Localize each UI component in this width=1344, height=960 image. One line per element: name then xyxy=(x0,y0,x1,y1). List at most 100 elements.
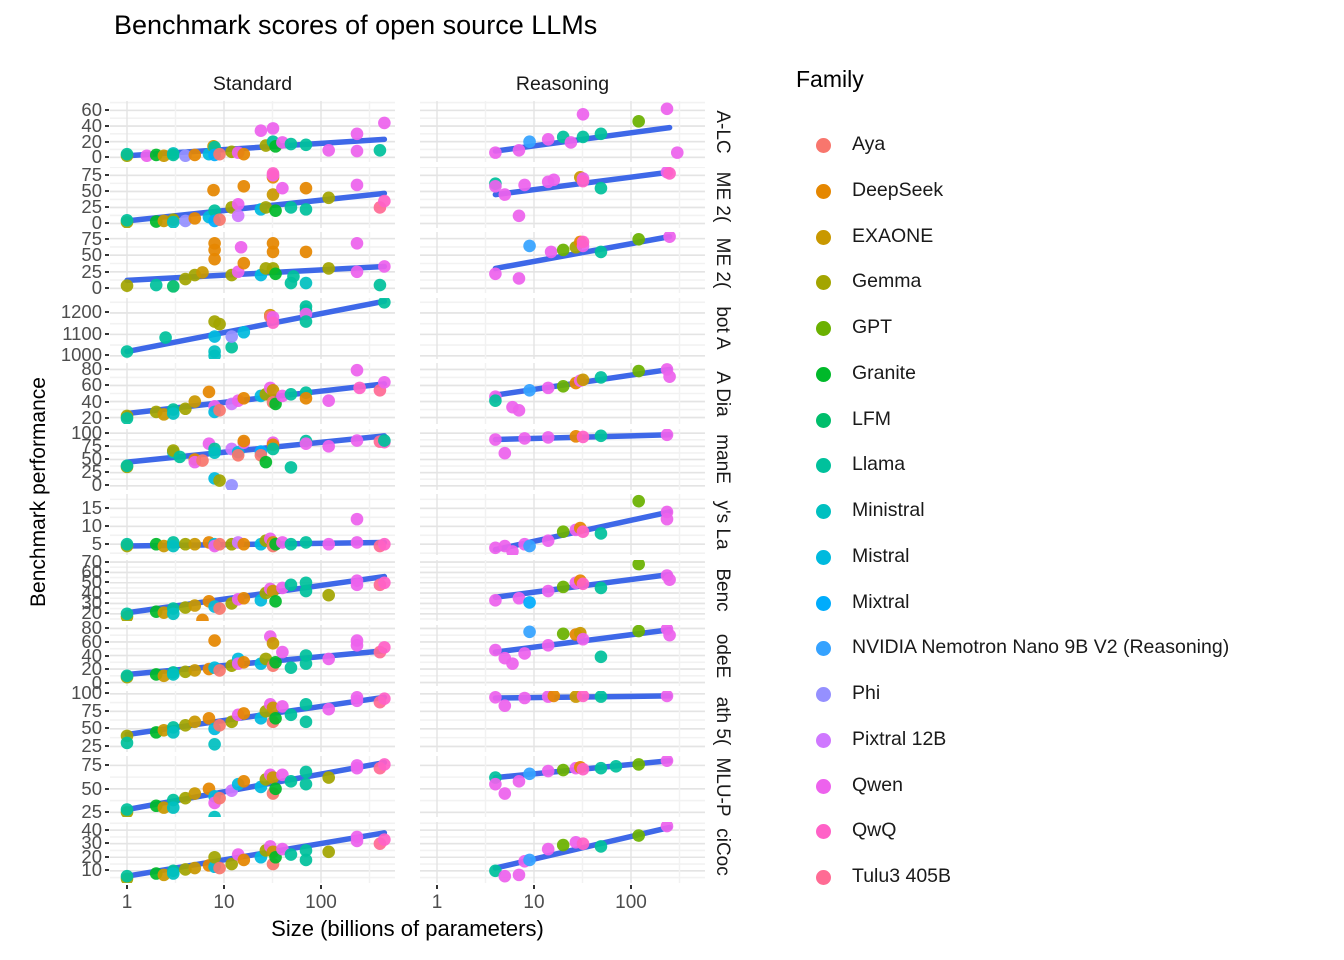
data-point xyxy=(594,690,608,703)
y-tick-label: 1100 xyxy=(62,322,102,344)
data-point xyxy=(541,430,555,444)
legend-swatch xyxy=(816,504,831,519)
data-point xyxy=(266,245,280,259)
y-tick-mark xyxy=(105,354,109,357)
x-tick-label: 1 xyxy=(121,891,133,913)
data-point xyxy=(173,450,187,463)
data-point xyxy=(576,373,590,387)
data-point xyxy=(188,787,202,800)
data-point xyxy=(378,691,391,705)
data-point xyxy=(594,761,608,775)
trend-line xyxy=(124,297,388,354)
data-point xyxy=(576,690,590,702)
data-point xyxy=(157,801,171,814)
data-point xyxy=(120,213,134,227)
legend-swatch xyxy=(816,366,831,382)
y-tick-label: 40 xyxy=(81,115,102,137)
data-point xyxy=(299,765,313,779)
facet-panel-standard-4 xyxy=(110,363,395,424)
data-point xyxy=(237,706,251,720)
data-point xyxy=(489,432,502,446)
data-point xyxy=(498,787,512,800)
data-point xyxy=(350,536,364,549)
y-tick-label: 30 xyxy=(81,591,102,613)
y-tick-mark xyxy=(105,601,109,604)
data-point xyxy=(660,102,674,116)
data-point xyxy=(254,124,268,138)
data-point xyxy=(120,147,134,161)
data-point xyxy=(632,232,645,246)
data-point xyxy=(660,756,674,767)
data-point xyxy=(188,537,202,551)
data-point xyxy=(632,559,645,570)
y-tick-mark xyxy=(105,764,109,767)
data-point xyxy=(179,149,192,162)
data-point xyxy=(166,725,180,739)
y-tick-mark xyxy=(105,156,109,159)
data-point xyxy=(166,801,180,814)
y-tick-mark xyxy=(105,681,109,684)
data-point xyxy=(266,637,280,650)
data-point xyxy=(234,240,248,254)
facet-panel-reasoning-10 xyxy=(420,756,705,817)
facet-panel-standard-5 xyxy=(110,428,395,490)
facet-panel-standard-7 xyxy=(110,559,395,621)
data-point xyxy=(208,329,221,343)
facet-panel-reasoning-3 xyxy=(420,297,705,359)
y-tick-mark xyxy=(105,727,109,730)
data-point xyxy=(188,211,202,225)
y-tick-label: 75 xyxy=(81,699,102,721)
y-tick-label: 80 xyxy=(81,358,102,380)
facet-panel-reasoning-7 xyxy=(420,559,705,621)
data-point xyxy=(663,628,676,642)
y-tick-label: 20 xyxy=(81,658,102,680)
data-point xyxy=(266,383,280,397)
data-point xyxy=(237,325,251,339)
facet-panel-reasoning-6 xyxy=(420,494,705,555)
data-point xyxy=(594,245,608,259)
data-point xyxy=(237,256,251,270)
data-point xyxy=(576,430,590,443)
y-tick-label: 0 xyxy=(91,671,102,693)
data-point xyxy=(299,202,313,216)
data-point xyxy=(663,232,676,243)
y-tick-label: 40 xyxy=(81,818,102,840)
y-tick-mark xyxy=(105,368,109,371)
y-tick-label: 25 xyxy=(81,260,102,282)
legend-label: LFM xyxy=(852,407,891,430)
data-point xyxy=(188,715,202,728)
y-tick-label: 1000 xyxy=(60,344,102,366)
facet-row-strip-label: manE xyxy=(712,434,733,484)
y-tick-label: 25 xyxy=(81,734,102,756)
y-tick-mark xyxy=(105,692,109,695)
data-point xyxy=(207,183,220,196)
data-point xyxy=(523,595,536,609)
y-tick-mark xyxy=(105,416,109,419)
data-point xyxy=(350,694,364,707)
data-point xyxy=(594,429,608,442)
y-tick-label: 75 xyxy=(81,227,102,249)
y-tick-mark xyxy=(105,591,109,594)
data-point xyxy=(284,537,298,551)
data-point xyxy=(266,442,280,455)
y-tick-mark xyxy=(105,612,109,615)
legend-swatch xyxy=(816,275,831,291)
y-tick-mark xyxy=(105,855,109,858)
data-point xyxy=(269,594,282,608)
x-tick-mark xyxy=(436,884,438,889)
data-point xyxy=(213,404,226,417)
facet-panel-standard-8 xyxy=(110,625,395,686)
data-point xyxy=(179,600,192,614)
data-point xyxy=(350,512,364,526)
data-point xyxy=(213,147,226,161)
data-point xyxy=(213,791,226,805)
data-point xyxy=(259,200,273,214)
x-tick-label: 10 xyxy=(213,891,235,913)
y-tick-mark xyxy=(105,173,109,176)
facet-panel-standard-2 xyxy=(110,232,395,293)
data-point xyxy=(594,127,608,141)
facet-panel-reasoning-5 xyxy=(420,428,705,490)
y-tick-mark xyxy=(105,543,109,546)
x-tick-mark xyxy=(320,884,322,889)
data-point xyxy=(576,525,590,538)
